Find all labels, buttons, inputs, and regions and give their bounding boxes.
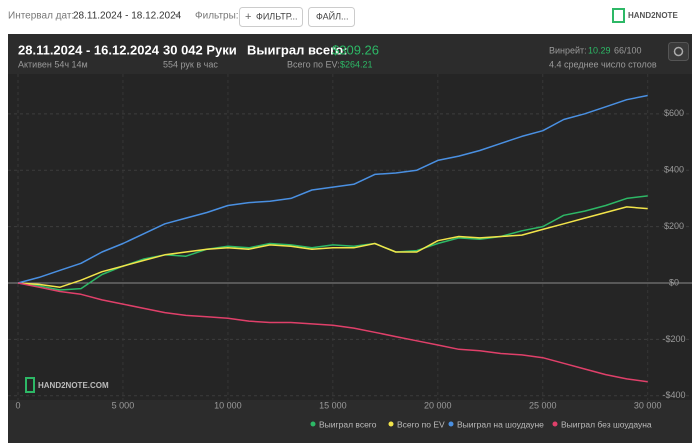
ev-label: Всего по EV: <box>287 59 340 69</box>
y-tick-label: $200 <box>664 221 684 231</box>
tables: 4.4 среднее число столов <box>549 59 657 69</box>
x-tick-label: 20 000 <box>424 400 452 410</box>
x-tick-label: 10 000 <box>214 400 242 410</box>
legend-label: Выиграл всего <box>319 419 377 429</box>
hands: 30 042 Руки <box>163 42 237 57</box>
legend-marker <box>552 421 558 427</box>
active-time: Активен 54ч 14м <box>18 59 88 69</box>
filter-button[interactable] <box>239 7 303 27</box>
watermark: HAND2NOTE.COM <box>38 381 109 390</box>
hands-per-hour: 554 рук в час <box>163 59 218 69</box>
ev-value: $264.21 <box>340 59 373 69</box>
legend-label: Всего по EV <box>397 419 445 429</box>
file-button[interactable] <box>308 7 355 27</box>
plot-area <box>8 74 692 400</box>
logo-icon <box>612 8 625 23</box>
won-value: $309.26 <box>332 42 379 57</box>
series-line <box>17 282 648 383</box>
y-tick-label: $400 <box>664 165 684 175</box>
legend-marker <box>310 421 316 427</box>
winrate-value: 10.29 <box>588 45 611 55</box>
plus-icon: + <box>245 11 251 23</box>
won-label: Выиграл всего: <box>247 42 348 57</box>
x-tick-label: 5 000 <box>112 400 135 410</box>
filters-label: Фильтры: <box>195 11 239 22</box>
y-tick-label: $600 <box>664 108 684 118</box>
legend-marker <box>388 421 394 427</box>
settings-button[interactable] <box>668 42 689 61</box>
date-range[interactable]: 28.11.2024 - 18.12.2024 <box>73 11 182 22</box>
gear-icon[interactable] <box>673 46 684 57</box>
legend-label: Выиграл без шоудауна <box>561 419 652 429</box>
winrate-unit: 66/100 <box>614 45 642 55</box>
winrate-label: Винрейт: <box>549 45 587 55</box>
filter-button-label[interactable]: ФИЛЬТР... <box>256 11 298 21</box>
y-tick-label: -$200 <box>662 334 685 344</box>
y-tick-label: -$400 <box>662 390 685 400</box>
logo: HAND2NOTE <box>628 11 678 20</box>
file-button-label[interactable]: ФАЙЛ... <box>316 10 349 21</box>
watermark-icon <box>25 377 35 393</box>
series-line <box>17 206 648 288</box>
legend-marker <box>448 421 454 427</box>
x-tick-label: 15 000 <box>319 400 347 410</box>
dropdown-caret[interactable] <box>174 14 180 17</box>
legend-label: Выиграл на шоудауне <box>457 419 544 429</box>
date-range-label: Интервал дат: <box>8 11 74 22</box>
series-line <box>17 94 648 284</box>
period: 28.11.2024 - 16.12.2024 <box>18 42 160 57</box>
x-tick-label: 30 000 <box>634 400 662 410</box>
y-tick-label: $0 <box>669 277 679 287</box>
x-tick-label: 0 <box>15 400 20 410</box>
x-tick-label: 25 000 <box>529 400 557 410</box>
